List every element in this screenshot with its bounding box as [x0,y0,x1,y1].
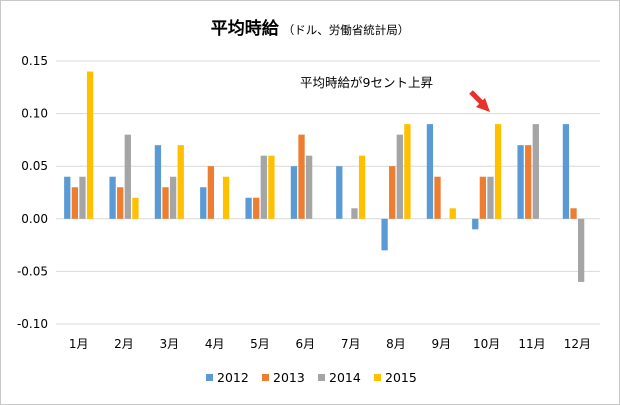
bar-2014-11 [532,124,539,219]
annotation-arrow-head [476,98,490,112]
x-tick-label: 7月 [341,337,361,351]
bar-2013-10 [479,176,487,219]
bar-2013-5 [253,197,260,219]
x-tick-label: 3月 [160,337,180,351]
bar-2014-2 [124,134,131,219]
bar-2012-10 [472,218,479,230]
bar-2012-8 [381,218,388,251]
bar-2015-3 [177,145,184,219]
bar-2012-5 [245,197,252,219]
bar-2014-3 [169,176,177,219]
chart-title-block: 平均時給 （ドル、労働省統計局） [0,14,620,39]
legend-label-2014: 2014 [329,370,361,385]
legend-label-2012: 2012 [217,370,249,385]
bar-2015-1 [86,71,94,219]
bar-2013-6 [298,134,305,219]
chart-subtitle: （ドル、労働省統計局） [282,23,410,37]
bar-2015-2 [132,197,139,219]
x-tick-label: 5月 [250,337,270,351]
x-tick-label: 2月 [114,337,134,351]
bar-2013-2 [117,187,124,219]
legend-swatch-2012 [206,374,213,381]
chart-title: 平均時給 [210,19,279,39]
bar-2013-3 [162,187,169,219]
x-tick-label: 11月 [518,337,545,351]
bar-2015-8 [404,124,411,219]
y-tick-label: 0.05 [21,159,48,173]
bar-2014-10 [487,176,494,219]
x-tick-label: 6月 [296,337,316,351]
bar-2015-9 [449,208,456,219]
bar-2012-1 [64,176,71,219]
bar-2014-8 [396,134,403,219]
x-tick-label: 10月 [473,337,500,351]
bar-2012-2 [109,176,116,219]
bar-2015-4 [222,176,230,219]
bar-2012-3 [154,145,162,219]
bar-2014-1 [79,176,86,219]
bar-2014-12 [577,218,585,282]
x-tick-label: 8月 [386,337,406,351]
gridlines [56,60,600,325]
bar-2012-12 [562,124,570,219]
annotation: 平均時給が9セント上昇 [300,75,490,112]
y-tick-label: 0.10 [21,107,48,121]
bar-2012-7 [336,166,343,219]
legend-swatch-2015 [374,374,381,381]
bar-2013-4 [207,166,215,219]
legend-swatch-2014 [318,374,325,381]
y-axis-ticks: 0.15 0.10 0.05 0.00 -0.05 -0.10 [17,54,48,331]
bar-2013-12 [570,208,577,219]
bar-2015-10 [494,124,502,219]
legend-swatch-2013 [262,374,269,381]
bars [64,71,585,282]
legend: 2012 2013 2014 2015 [206,370,417,385]
bar-2014-7 [351,208,358,219]
bar-2013-11 [525,145,532,219]
annotation-text: 平均時給が9セント上昇 [300,75,433,90]
bar-2015-7 [358,155,366,219]
bar-2012-4 [200,187,207,219]
y-tick-label: 0.15 [21,54,48,68]
y-tick-label: 0.00 [21,212,48,226]
bar-2014-5 [260,155,267,219]
bar-2015-5 [268,155,275,219]
bar-2012-11 [517,145,524,219]
x-tick-label: 4月 [205,337,225,351]
bar-2013-1 [71,187,79,219]
x-tick-label: 9月 [432,337,452,351]
x-axis-ticks: 1月 2月 3月 4月 5月 6月 7月 8月 9月 10月 11月 12月 [69,337,591,351]
bar-2013-9 [434,176,441,219]
annotation-arrow-shaft [469,90,484,105]
x-tick-label: 12月 [564,337,591,351]
bar-2013-8 [389,166,396,219]
y-tick-label: -0.05 [17,264,48,278]
bar-2012-6 [290,166,298,219]
legend-label-2015: 2015 [385,370,417,385]
bar-2014-6 [305,155,313,219]
x-tick-label: 1月 [69,337,89,351]
legend-label-2013: 2013 [273,370,305,385]
y-tick-label: -0.10 [17,317,48,331]
bar-2012-9 [426,124,434,219]
